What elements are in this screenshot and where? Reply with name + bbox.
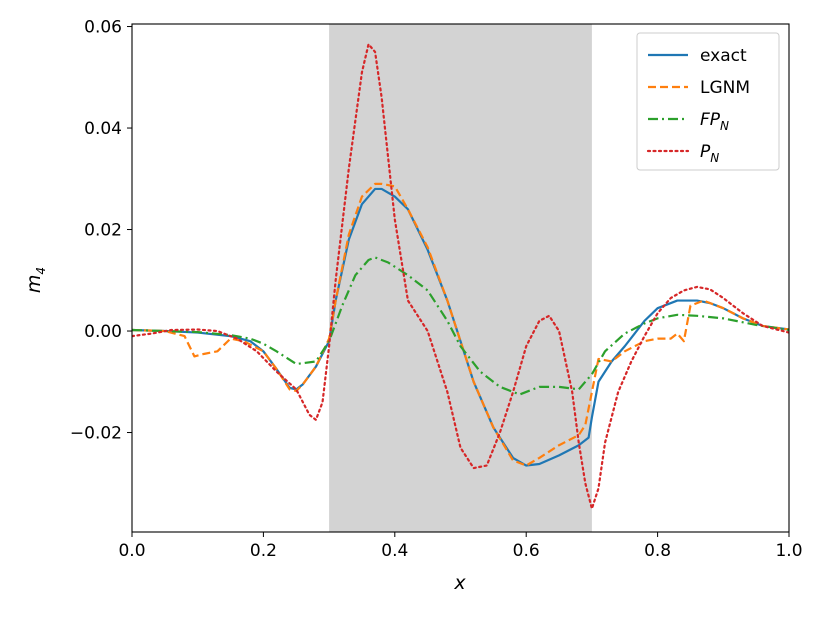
legend-label-main: LGNM xyxy=(700,78,750,98)
shaded-region-layer xyxy=(329,24,592,532)
legend-label: FPN xyxy=(700,110,729,133)
legend-label: LGNM xyxy=(700,78,750,98)
x-tick-label: 1.0 xyxy=(775,541,802,561)
y-axis-label-sub: 4 xyxy=(34,267,48,275)
y-tick-label: 0.00 xyxy=(84,322,122,342)
y-tick-label: 0.06 xyxy=(84,18,122,38)
x-tick-label: 0.2 xyxy=(250,541,277,561)
y-axis-label: m4 xyxy=(23,267,48,293)
legend-box xyxy=(636,32,780,171)
x-tick-label: 0.4 xyxy=(381,541,408,561)
legend-label: PN xyxy=(700,142,719,165)
x-axis-ticks: 0.0 0.2 0.4 0.6 0.8 1.0 xyxy=(118,532,803,561)
y-tick-label: 0.04 xyxy=(84,119,122,139)
legend-label-sub: N xyxy=(720,119,729,133)
x-tick-label: 0.0 xyxy=(118,541,145,561)
legend-label-main: exact xyxy=(700,46,747,66)
x-axis-label: x xyxy=(453,572,466,594)
shaded-region xyxy=(329,24,592,532)
legend-label-sub: N xyxy=(710,151,719,165)
legend-label-main: P xyxy=(700,142,711,162)
y-tick-label: −0.02 xyxy=(70,424,122,444)
plot-area-frame xyxy=(131,23,790,533)
series-line-p-n xyxy=(132,43,789,510)
y-axis-label-main: m xyxy=(23,275,45,294)
y-axis-ticks: −0.02 0.00 0.02 0.04 0.06 xyxy=(70,18,132,444)
y-tick-label: 0.02 xyxy=(84,221,122,241)
legend-label-main: FP xyxy=(700,110,721,130)
series-line-fp-n xyxy=(132,256,789,396)
x-tick-label: 0.8 xyxy=(644,541,671,561)
legend-label: exact xyxy=(700,46,747,66)
x-tick-label: 0.6 xyxy=(513,541,540,561)
series-layer xyxy=(132,43,789,510)
series-line-lgnm xyxy=(132,182,789,467)
